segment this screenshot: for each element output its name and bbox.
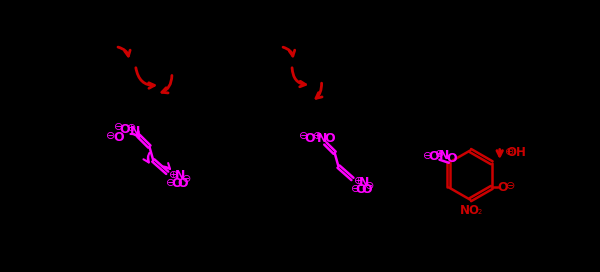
Text: O: O	[428, 150, 439, 163]
Text: $\ominus$: $\ominus$	[106, 130, 116, 141]
Text: O: O	[171, 177, 182, 190]
Text: O: O	[178, 177, 188, 190]
Text: $\ominus$: $\ominus$	[350, 183, 361, 194]
Text: $_2$: $_2$	[477, 207, 482, 217]
Text: O: O	[119, 123, 130, 136]
Text: $\oplus$: $\oplus$	[168, 169, 179, 180]
Text: O: O	[325, 132, 335, 145]
Text: N: N	[130, 125, 140, 138]
Text: $\oplus$: $\oplus$	[127, 122, 137, 133]
Text: O: O	[446, 152, 457, 165]
Text: O: O	[305, 132, 315, 145]
Text: N: N	[439, 149, 449, 162]
Text: $\oplus$: $\oplus$	[311, 130, 322, 141]
Text: $\ominus$: $\ominus$	[504, 146, 514, 157]
Text: NO: NO	[460, 204, 480, 217]
Text: $\oplus$: $\oplus$	[353, 175, 364, 186]
Text: O: O	[355, 183, 365, 196]
Text: OH: OH	[507, 146, 527, 159]
Text: $\ominus$: $\ominus$	[298, 130, 309, 141]
Text: O: O	[497, 181, 508, 194]
Text: O: O	[113, 131, 124, 144]
Text: $\ominus$: $\ominus$	[505, 180, 515, 191]
Text: N: N	[359, 175, 369, 188]
Text: $\ominus$: $\ominus$	[422, 150, 432, 160]
Text: $\oplus$: $\oplus$	[434, 148, 445, 159]
Text: $\ominus$: $\ominus$	[364, 180, 374, 191]
Text: O: O	[361, 183, 372, 196]
Text: $\ominus$: $\ominus$	[181, 174, 191, 184]
Text: N: N	[175, 169, 185, 182]
Text: $\ominus$: $\ominus$	[113, 121, 124, 132]
Text: N: N	[317, 132, 328, 146]
Text: $\ominus$: $\ominus$	[165, 177, 175, 187]
